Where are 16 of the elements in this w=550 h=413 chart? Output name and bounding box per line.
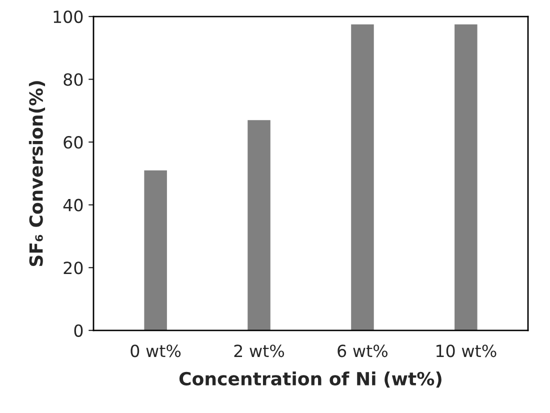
bar <box>144 170 167 330</box>
y-tick-label: 100 <box>54 10 83 24</box>
bar <box>248 120 270 330</box>
bar <box>351 24 374 330</box>
y-tick-label: 20 <box>64 262 83 274</box>
x-tick-label: 2 wt% <box>234 344 284 358</box>
y-tick-label: 40 <box>63 198 83 212</box>
x-tick-label: 10 wt% <box>436 344 496 358</box>
x-tick-label: 6 wt% <box>338 344 388 358</box>
y-tick-label: 0 <box>74 324 83 337</box>
y-tick-label: 60 <box>64 136 83 149</box>
x-axis-title: Concentration of Ni (wt%) <box>179 372 442 388</box>
x-tick-label: 0 wt% <box>130 344 181 358</box>
y-tick-label: 80 <box>64 73 83 86</box>
y-axis-title: SF₆ Conversion(%) <box>28 81 46 266</box>
bar <box>454 24 478 330</box>
